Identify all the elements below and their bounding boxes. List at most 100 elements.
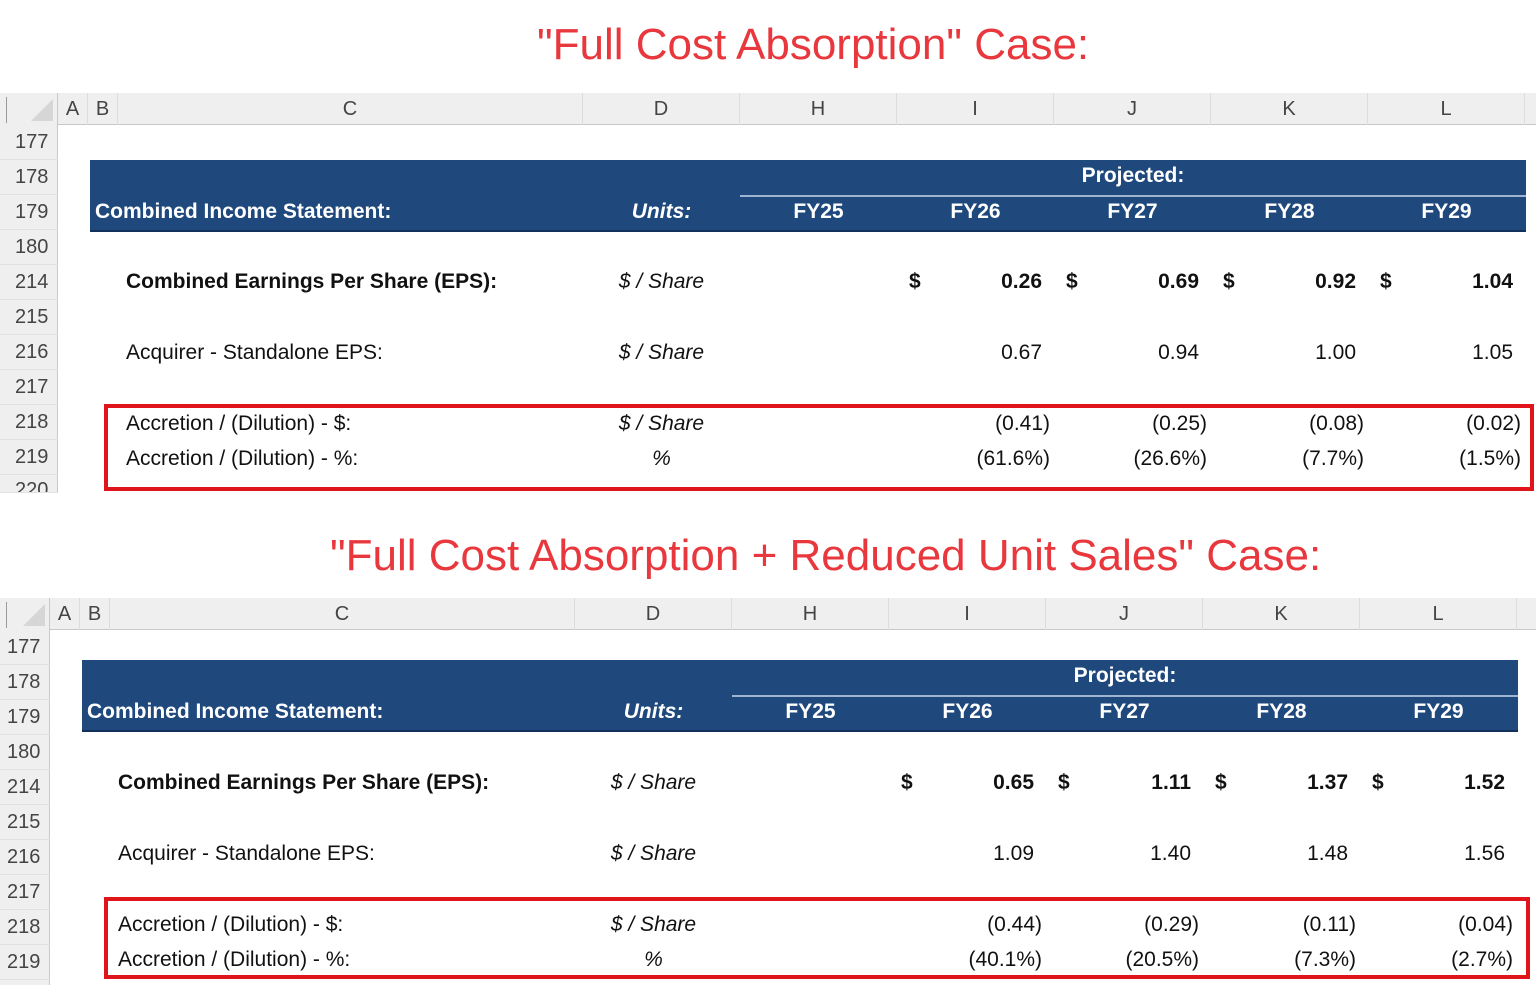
combined-eps-unit: $ / Share [618, 270, 705, 293]
standalone-eps-unit: $ / Share [618, 341, 705, 364]
accretion-dollar-fy26[interactable]: (0.44) [987, 913, 1042, 936]
column-header-j[interactable]: J [1054, 93, 1211, 125]
year-header-fy27: FY27 [1107, 200, 1158, 223]
year-header-fy26: FY26 [942, 700, 993, 723]
column-header-h[interactable]: H [740, 93, 897, 125]
column-header-h[interactable]: H [732, 598, 889, 630]
column-header-d[interactable]: D [575, 598, 732, 630]
standalone-eps-fy27[interactable]: 1.40 [1150, 842, 1191, 865]
accretion-pct-fy27[interactable]: (26.6%) [1133, 447, 1207, 470]
column-header-j[interactable]: J [1046, 598, 1203, 630]
combined-eps-label: Combined Earnings Per Share (EPS): [118, 771, 490, 794]
row-number[interactable]: 214 [0, 770, 50, 805]
column-header-d[interactable]: D [583, 93, 740, 125]
accretion-pct-fy29[interactable]: (2.7%) [1451, 948, 1513, 971]
column-header-k[interactable]: K [1203, 598, 1360, 630]
column-header-b[interactable]: B [80, 598, 110, 630]
accretion-pct-fy26[interactable]: (61.6%) [976, 447, 1050, 470]
combined-eps-fy28[interactable]: 0.92 [1315, 270, 1356, 293]
statement-title: Combined Income Statement: [95, 200, 392, 223]
accretion-dollar-fy28[interactable]: (0.11) [1302, 913, 1356, 936]
column-header-i[interactable]: I [889, 598, 1046, 630]
standalone-eps-fy27[interactable]: 0.94 [1158, 341, 1199, 364]
column-header-k[interactable]: K [1211, 93, 1368, 125]
year-header-fy25: FY25 [793, 200, 844, 223]
standalone-eps-fy26[interactable]: 1.09 [993, 842, 1034, 865]
row-number[interactable]: 178 [0, 160, 58, 195]
combined-eps-fy28[interactable]: 1.37 [1307, 771, 1348, 794]
combined-eps-fy26[interactable]: 0.65 [993, 771, 1034, 794]
units-header: Units: [631, 200, 692, 223]
accretion-pct-fy27[interactable]: (20.5%) [1125, 948, 1199, 971]
year-header-fy25: FY25 [785, 700, 836, 723]
accretion-dollar-fy27[interactable]: (0.29) [1144, 913, 1199, 936]
column-header-c[interactable]: C [118, 93, 583, 125]
row-number[interactable]: 220 [0, 475, 58, 493]
row-number[interactable]: 214 [0, 265, 58, 300]
accretion-dollar-fy27[interactable]: (0.25) [1152, 412, 1207, 435]
currency-symbol: $ [1066, 270, 1078, 293]
row-number[interactable]: 179 [0, 700, 50, 735]
projected-label: Projected: [1081, 164, 1185, 187]
case-2-title: "Full Cost Absorption + Reduced Unit Sal… [330, 531, 1322, 580]
standalone-eps-fy29[interactable]: 1.05 [1472, 341, 1513, 364]
accretion-dollar-unit: $ / Share [610, 913, 697, 936]
column-header-c[interactable]: C [110, 598, 575, 630]
combined-eps-fy27[interactable]: 0.69 [1158, 270, 1199, 293]
column-header-bar: A B C D H I J K L [0, 598, 1536, 630]
standalone-eps-unit: $ / Share [610, 842, 697, 865]
accretion-dollar-fy29[interactable]: (0.02) [1466, 412, 1521, 435]
row-number[interactable]: 219 [0, 945, 50, 980]
projected-underline [732, 695, 1518, 697]
row-number[interactable]: 179 [0, 195, 58, 230]
standalone-eps-fy29[interactable]: 1.56 [1464, 842, 1505, 865]
row-number[interactable]: 177 [0, 630, 50, 665]
row-number[interactable]: 218 [0, 910, 50, 945]
column-header-a[interactable]: A [50, 598, 80, 630]
accretion-pct-fy29[interactable]: (1.5%) [1459, 447, 1521, 470]
row-number[interactable]: 219 [0, 440, 58, 475]
row-number[interactable]: 180 [0, 735, 50, 770]
row-number[interactable]: 218 [0, 405, 58, 440]
accretion-pct-fy26[interactable]: (40.1%) [968, 948, 1042, 971]
column-header-l[interactable]: L [1368, 93, 1525, 125]
year-header-fy26: FY26 [950, 200, 1001, 223]
currency-symbol: $ [1380, 270, 1392, 293]
case-1-title: "Full Cost Absorption" Case: [537, 20, 1090, 69]
combined-eps-fy26[interactable]: 0.26 [1001, 270, 1042, 293]
accretion-dollar-unit: $ / Share [618, 412, 705, 435]
row-number[interactable]: 216 [0, 840, 50, 875]
column-header-i[interactable]: I [897, 93, 1054, 125]
select-all-corner[interactable] [0, 93, 58, 125]
standalone-eps-fy28[interactable]: 1.00 [1315, 341, 1356, 364]
accretion-dollar-fy26[interactable]: (0.41) [995, 412, 1050, 435]
accretion-pct-fy28[interactable]: (7.7%) [1302, 447, 1364, 470]
row-number[interactable]: 217 [0, 875, 50, 910]
standalone-eps-label: Acquirer - Standalone EPS: [126, 341, 383, 364]
row-number[interactable]: 177 [0, 125, 58, 160]
standalone-eps-fy26[interactable]: 0.67 [1001, 341, 1042, 364]
combined-eps-fy29[interactable]: 1.04 [1472, 270, 1513, 293]
units-header: Units: [623, 700, 684, 723]
accretion-pct-unit: % [652, 447, 671, 470]
row-number[interactable]: 180 [0, 230, 58, 265]
case-1-spreadsheet: A B C D H I J K L 177 178 179 180 214 21… [0, 93, 1536, 493]
row-number[interactable]: 217 [0, 370, 58, 405]
row-number[interactable]: 215 [0, 300, 58, 335]
select-all-corner[interactable] [0, 598, 50, 630]
combined-eps-fy29[interactable]: 1.52 [1464, 771, 1505, 794]
row-number[interactable]: 216 [0, 335, 58, 370]
row-header-bar: 177 178 179 180 214 215 216 217 218 219 … [0, 125, 58, 493]
row-number[interactable]: 178 [0, 665, 50, 700]
column-header-b[interactable]: B [88, 93, 118, 125]
accretion-pct-fy28[interactable]: (7.3%) [1294, 948, 1356, 971]
column-header-a[interactable]: A [58, 93, 88, 125]
statement-title: Combined Income Statement: [87, 700, 384, 723]
accretion-dollar-fy29[interactable]: (0.04) [1458, 913, 1513, 936]
accretion-dilution-highlight [104, 897, 1530, 979]
column-header-l[interactable]: L [1360, 598, 1517, 630]
standalone-eps-fy28[interactable]: 1.48 [1307, 842, 1348, 865]
accretion-dollar-fy28[interactable]: (0.08) [1309, 412, 1364, 435]
combined-eps-fy27[interactable]: 1.11 [1151, 771, 1191, 794]
row-number[interactable]: 215 [0, 805, 50, 840]
